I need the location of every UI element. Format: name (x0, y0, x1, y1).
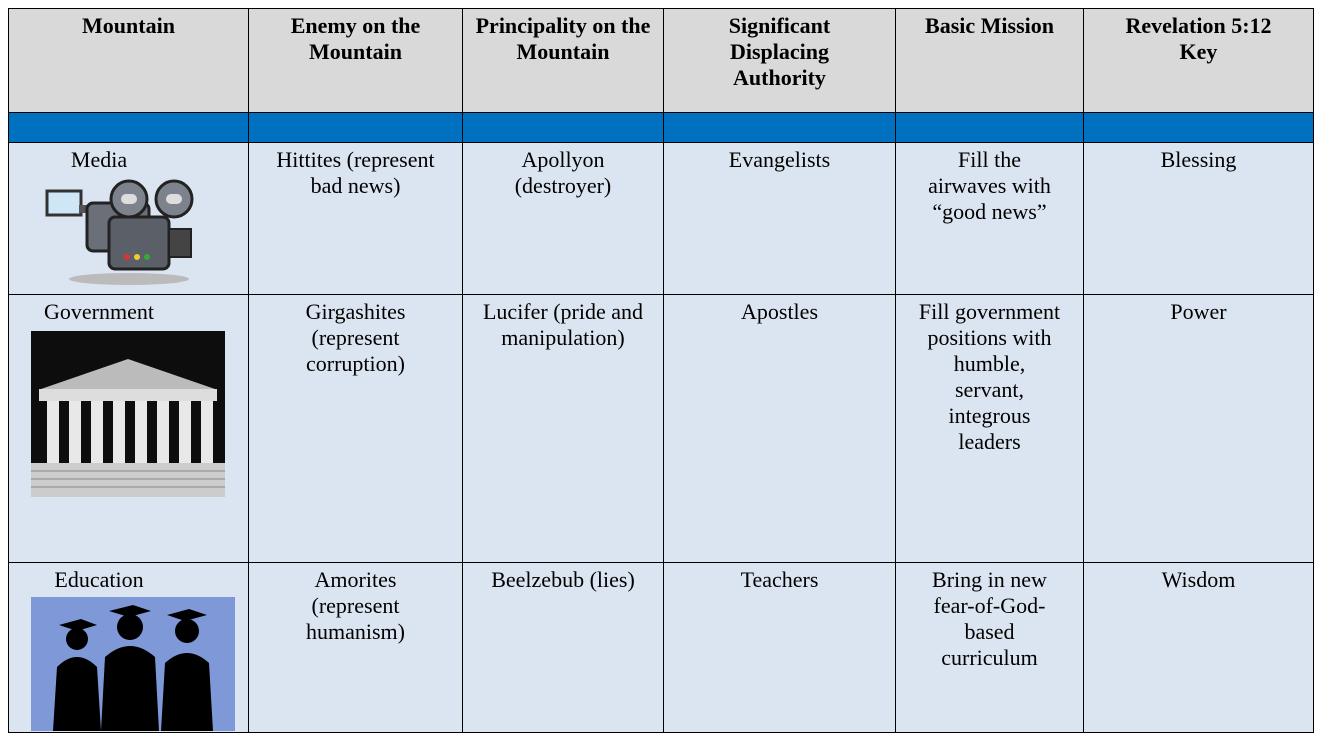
cell-text: Fill the airwaves with “good news” (928, 147, 1051, 224)
divider-cell (8, 112, 249, 143)
cell-text: Evangelists (728, 147, 831, 172)
table-cell: Government (8, 294, 249, 563)
header-cell: Mountain (8, 8, 249, 113)
table-cell: Fill government positions with humble, s… (895, 294, 1084, 563)
header-row: Mountain Enemy on the Mountain Principal… (8, 8, 1314, 113)
mountain-name: Education (54, 567, 144, 592)
table-cell: Evangelists (663, 142, 896, 295)
table-cell: Fill the airwaves with “good news” (895, 142, 1084, 295)
cell-text: Amorites (represent humanism) (306, 567, 405, 644)
cell-text: Girgashites (represent corruption) (305, 299, 406, 376)
cell-text: Fill government positions with humble, s… (918, 299, 1061, 454)
table-row: Education Amorites (represent humanism) B… (8, 562, 1314, 733)
header-cell: Basic Mission (895, 8, 1084, 113)
courthouse-photo (31, 331, 225, 497)
cell-text: Apollyon (destroyer) (514, 147, 612, 198)
camera-icon (45, 179, 194, 285)
cell-text: Power (1170, 299, 1227, 324)
divider-cell (895, 112, 1084, 143)
table-cell: Bring in new fear-of-God-based curriculu… (895, 562, 1084, 733)
cell-text: Wisdom (1161, 567, 1236, 592)
mountains-table: Mountain Enemy on the Mountain Principal… (8, 8, 1314, 733)
header-text: Basic Mission (925, 13, 1054, 38)
header-cell: Enemy on the Mountain (248, 8, 463, 113)
header-text: Principality on the Mountain (475, 13, 651, 64)
table-cell: Lucifer (pride and manipulation) (462, 294, 664, 563)
table-cell: Girgashites (represent corruption) (248, 294, 463, 563)
cell-text: Lucifer (pride and manipulation) (482, 299, 644, 350)
header-text: Revelation 5:12 Key (1125, 13, 1272, 64)
divider-cell (462, 112, 664, 143)
cell-text: Blessing (1160, 147, 1237, 172)
table-row: Media Hittites (represent bad news) Apoll… (8, 142, 1314, 295)
cell-text: Apostles (741, 299, 818, 324)
table-cell: Teachers (663, 562, 896, 733)
table-cell: Apostles (663, 294, 896, 563)
divider-cell (663, 112, 896, 143)
table-cell: Media (8, 142, 249, 295)
divider-cell (248, 112, 463, 143)
header-cell: Revelation 5:12 Key (1083, 8, 1314, 113)
table-cell: Blessing (1083, 142, 1314, 295)
table-cell: Education (8, 562, 249, 733)
table-row: Government Girgashites (represent corrup… (8, 294, 1314, 563)
header-text: Mountain (82, 13, 175, 38)
divider-cell (1083, 112, 1314, 143)
table-cell: Wisdom (1083, 562, 1314, 733)
divider-row (8, 112, 1314, 143)
table-cell: Power (1083, 294, 1314, 563)
header-text: Significant Displacing Authority (728, 13, 831, 90)
mountain-name: Government (44, 299, 154, 324)
cell-text: Teachers (740, 567, 819, 592)
header-cell: Significant Displacing Authority (663, 8, 896, 113)
header-text: Enemy on the Mountain (290, 13, 421, 64)
cell-text: Beelzebub (lies) (491, 567, 635, 592)
header-cell: Principality on the Mountain (462, 8, 664, 113)
graduates-image (31, 597, 235, 731)
table-cell: Apollyon (destroyer) (462, 142, 664, 295)
cell-text: Bring in new fear-of-God-based curriculu… (932, 567, 1047, 670)
cell-text: Hittites (represent bad news) (276, 147, 435, 198)
table-cell: Beelzebub (lies) (462, 562, 664, 733)
mountain-name: Media (70, 147, 128, 172)
table-cell: Amorites (represent humanism) (248, 562, 463, 733)
table-cell: Hittites (represent bad news) (248, 142, 463, 295)
